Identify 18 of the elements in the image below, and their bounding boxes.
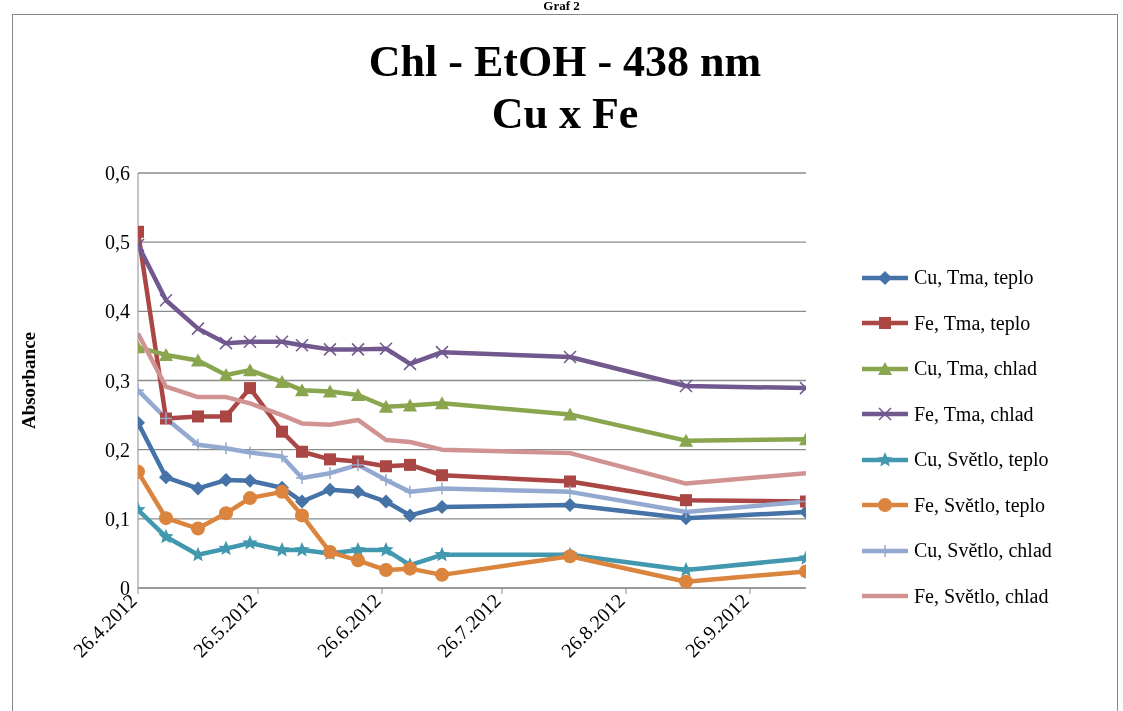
legend-label: Cu, Světlo, chlad (914, 539, 1052, 563)
legend-label: Cu, Tma, chlad (914, 357, 1037, 381)
legend-label: Fe, Světlo, teplo (914, 493, 1046, 517)
chart-subtitle: Cu x Fe (490, 88, 640, 140)
y-tick-label: 0,4 (105, 300, 130, 323)
legend-label: Fe, Tma, teplo (914, 311, 1031, 335)
legend-label: Fe, Tma, chlad (914, 402, 1034, 426)
y-tick-label: 0,2 (105, 438, 130, 461)
legend-label: Fe, Světlo, chlad (914, 584, 1049, 608)
y-tick-label: 0,6 (105, 162, 130, 185)
y-tick-label: 0,5 (105, 231, 130, 254)
y-tick-label: 0,3 (105, 369, 130, 392)
y-axis-title: Absorbance (17, 331, 39, 430)
y-tick-label: 0,1 (105, 507, 130, 530)
text: Graf 2 (542, 0, 581, 13)
legend-label: Cu, Světlo, teplo (914, 448, 1049, 472)
legend-label: Cu, Tma, teplo (914, 266, 1034, 290)
chart-title: Chl - EtOH - 438 nm (367, 36, 763, 88)
